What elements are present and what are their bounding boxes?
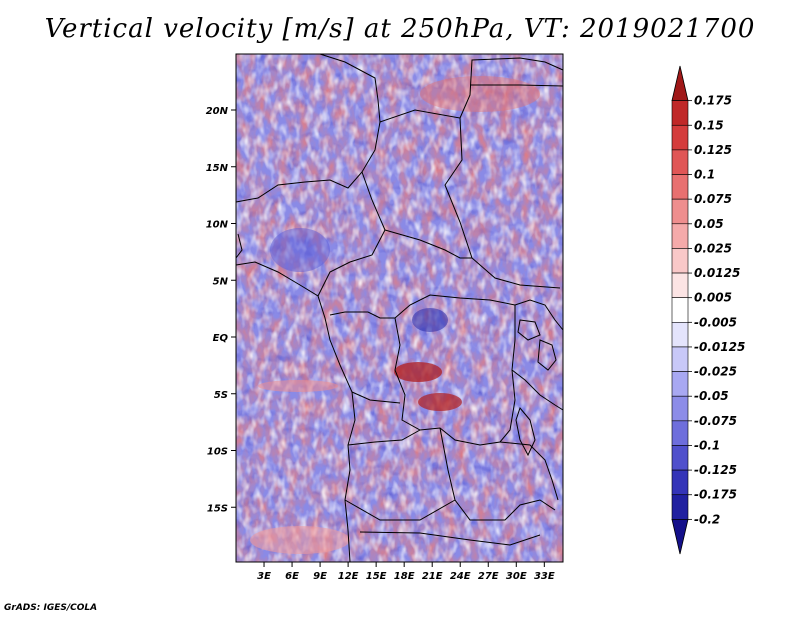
colorbar-label: -0.025 [694, 365, 737, 379]
lat-tick-label: 20N [206, 106, 229, 117]
colorbar-segment [671, 272, 689, 298]
colorbar-label: -0.1 [694, 438, 720, 452]
colorbar-segment [671, 445, 689, 471]
colorbar-label: 0.05 [694, 217, 724, 231]
colorbar-segment [671, 322, 689, 348]
lat-tick-label: EQ [213, 333, 229, 344]
colorbar-segment [671, 248, 689, 274]
colorbar-label: -0.05 [694, 389, 729, 403]
colorbar-segment [671, 174, 689, 200]
colorbar-label: 0.075 [694, 192, 732, 206]
colorbar-label: -0.0125 [694, 340, 745, 354]
colorbar-label: 0.025 [694, 241, 732, 255]
colorbar-segment [671, 198, 689, 225]
lon-tick-label: 30E [506, 571, 527, 582]
colorbar-segment [671, 469, 689, 496]
grads-credit: GrADS: IGES/COLA [4, 603, 98, 613]
lon-tick-label: 9E [313, 571, 327, 582]
colorbar-segment [671, 149, 689, 175]
colorbar-label: 0.0125 [694, 266, 740, 280]
colorbar-segment [671, 420, 689, 446]
lon-tick-label: 6E [285, 571, 299, 582]
lat-tick-label: 15N [206, 163, 229, 174]
lon-tick-label: 18E [394, 571, 415, 582]
lon-tick-label: 27E [478, 571, 499, 582]
colorbar-top-arrow [671, 65, 689, 102]
colorbar-label: 0.005 [694, 291, 732, 305]
colorbar-segment [671, 346, 689, 372]
country-borders [235, 53, 564, 563]
colorbar: 0.175 0.15 0.125 0.1 0.075 0.05 0.025 0.0125 0.0… [671, 65, 745, 555]
chart-title: Vertical velocity [m/s] at 250hPa, VT: 2… [44, 14, 756, 44]
lon-tick-label: 33E [534, 571, 555, 582]
colorbar-label: -0.175 [694, 488, 737, 502]
colorbar-label: 0.15 [694, 118, 724, 132]
lon-tick-label: 12E [338, 571, 359, 582]
lon-tick-label: 21E [422, 571, 443, 582]
colorbar-segment [671, 494, 689, 520]
colorbar-label: -0.005 [694, 315, 737, 329]
lat-tick-label: 15S [207, 503, 228, 514]
colorbar-segment [671, 124, 689, 151]
colorbar-segment [671, 297, 689, 323]
map-frame [235, 53, 564, 563]
colorbar-segment [671, 395, 689, 422]
colorbar-label: 0.175 [694, 94, 732, 108]
lat-tick-label: 10S [207, 447, 228, 458]
colorbar-segment [671, 100, 689, 126]
axis-ticks: 3E 6E 9E 12E 15E 18E 21E 24E 27E 30E 33E 20N 15N 10N 5… [206, 106, 555, 582]
colorbar-label: -0.2 [694, 512, 720, 526]
colorbar-label: 0.1 [694, 168, 715, 182]
lon-tick-label: 3E [257, 571, 271, 582]
lon-tick-label: 24E [450, 571, 471, 582]
colorbar-label: -0.075 [694, 414, 737, 428]
lon-tick-label: 15E [366, 571, 387, 582]
colorbar-bottom-arrow [671, 518, 689, 555]
velocity-field [236, 54, 563, 562]
colorbar-label: 0.125 [694, 143, 732, 157]
colorbar-segment [671, 371, 689, 397]
lat-tick-label: 5N [213, 276, 229, 287]
lat-tick-label: 5S [214, 390, 228, 401]
lat-tick-label: 10N [206, 220, 229, 231]
colorbar-segment [671, 223, 689, 249]
colorbar-label: -0.125 [694, 463, 737, 477]
